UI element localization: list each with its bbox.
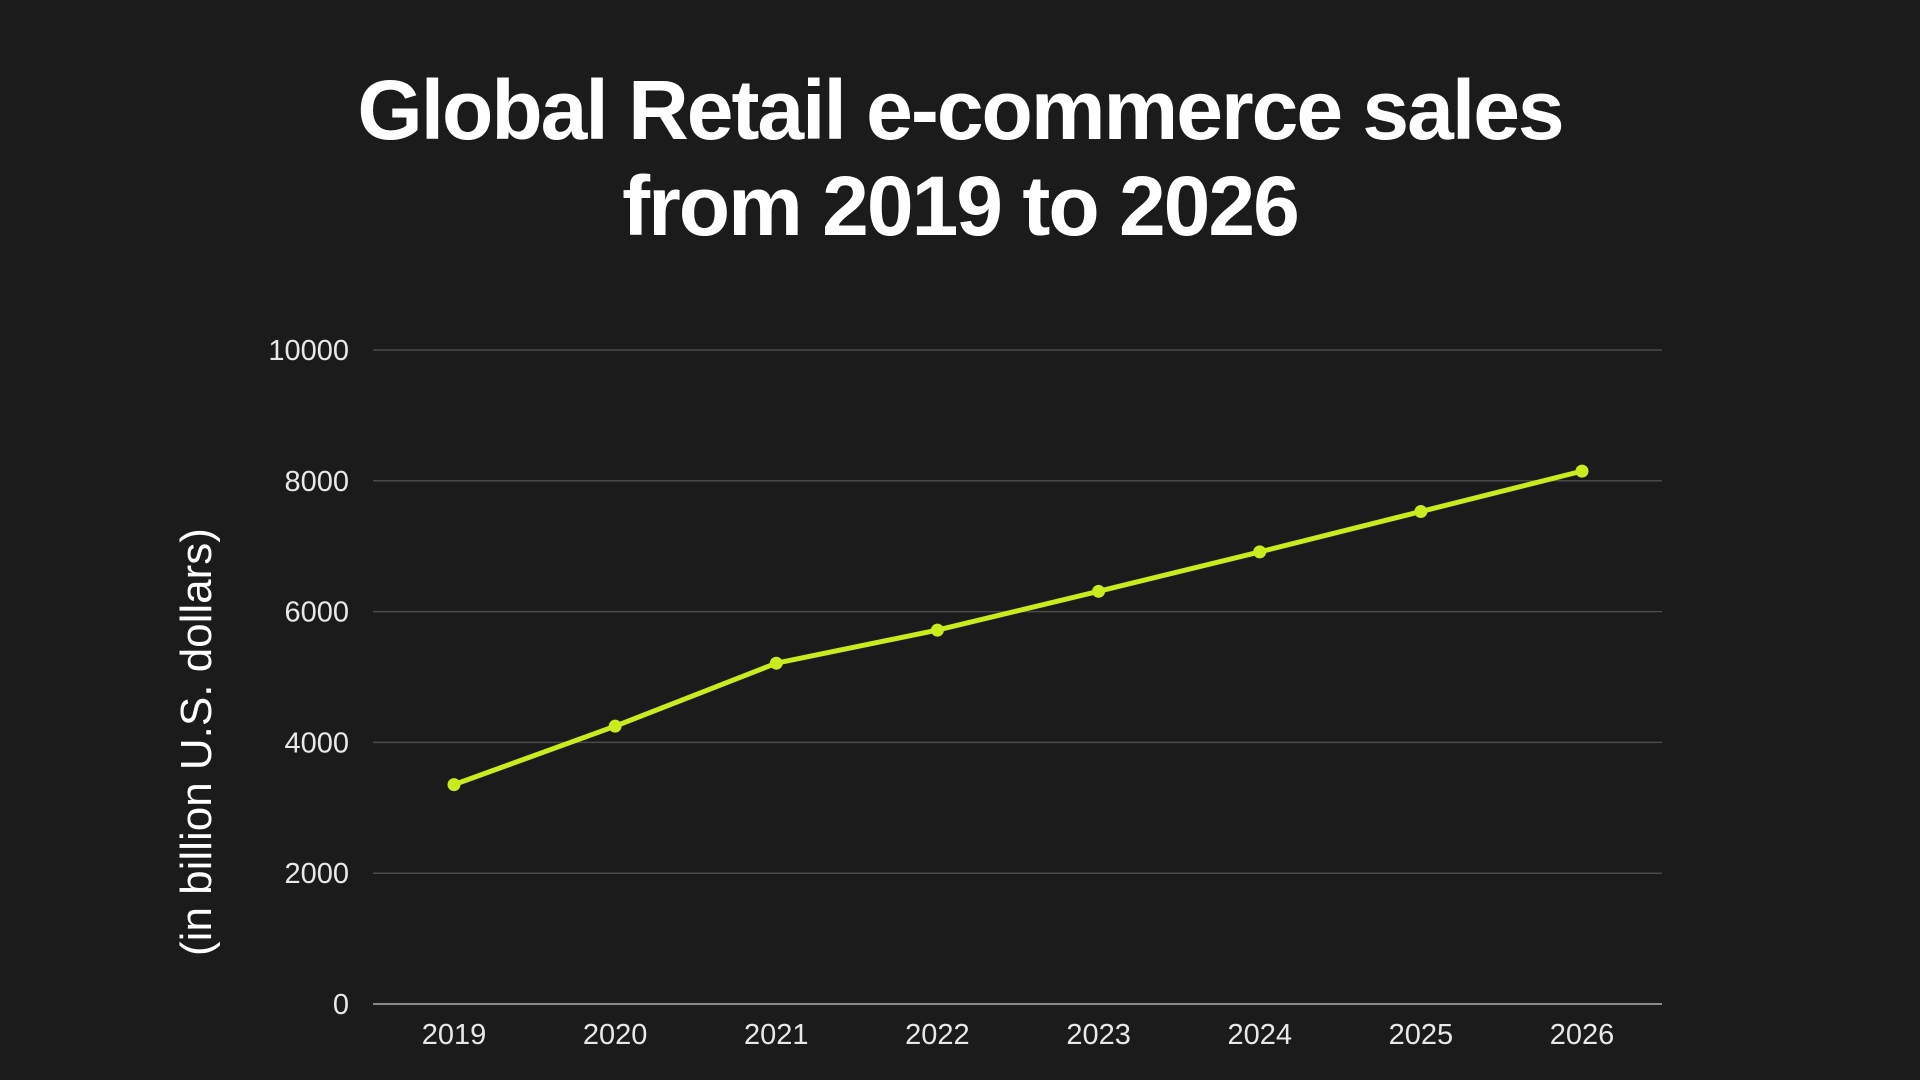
y-tick-label: 6000	[284, 597, 349, 629]
chart-title: Global Retail e-commerce sales from 2019…	[0, 62, 1920, 254]
data-point-2022	[930, 623, 944, 637]
chart-title-line-2: from 2019 to 2026	[622, 159, 1300, 253]
data-point-2025	[1414, 505, 1428, 519]
x-tick-label: 2022	[905, 1019, 970, 1051]
x-tick-label: 2020	[583, 1019, 648, 1051]
y-axis-label: (in billion U.S. dollars)	[172, 528, 221, 956]
data-point-2024	[1253, 545, 1267, 559]
data-point-2026	[1575, 464, 1589, 478]
y-tick-label: 10000	[268, 335, 349, 367]
chart-title-line-1: Global Retail e-commerce sales	[357, 63, 1564, 157]
x-tick-label: 2021	[744, 1019, 809, 1051]
data-point-2021	[769, 656, 783, 670]
x-tick-label: 2026	[1550, 1019, 1615, 1051]
y-tick-label: 0	[333, 989, 349, 1021]
data-point-2020	[608, 719, 622, 733]
x-tick-label: 2024	[1227, 1019, 1292, 1051]
data-point-2023	[1092, 584, 1106, 598]
data-point-2019	[447, 778, 461, 792]
y-tick-label: 2000	[284, 858, 349, 890]
x-tick-label: 2025	[1389, 1019, 1454, 1051]
y-tick-label: 8000	[284, 466, 349, 498]
series-line	[453, 468, 1583, 787]
y-tick-label: 4000	[284, 727, 349, 759]
x-tick-label: 2019	[422, 1019, 487, 1051]
x-tick-label: 2023	[1066, 1019, 1131, 1051]
